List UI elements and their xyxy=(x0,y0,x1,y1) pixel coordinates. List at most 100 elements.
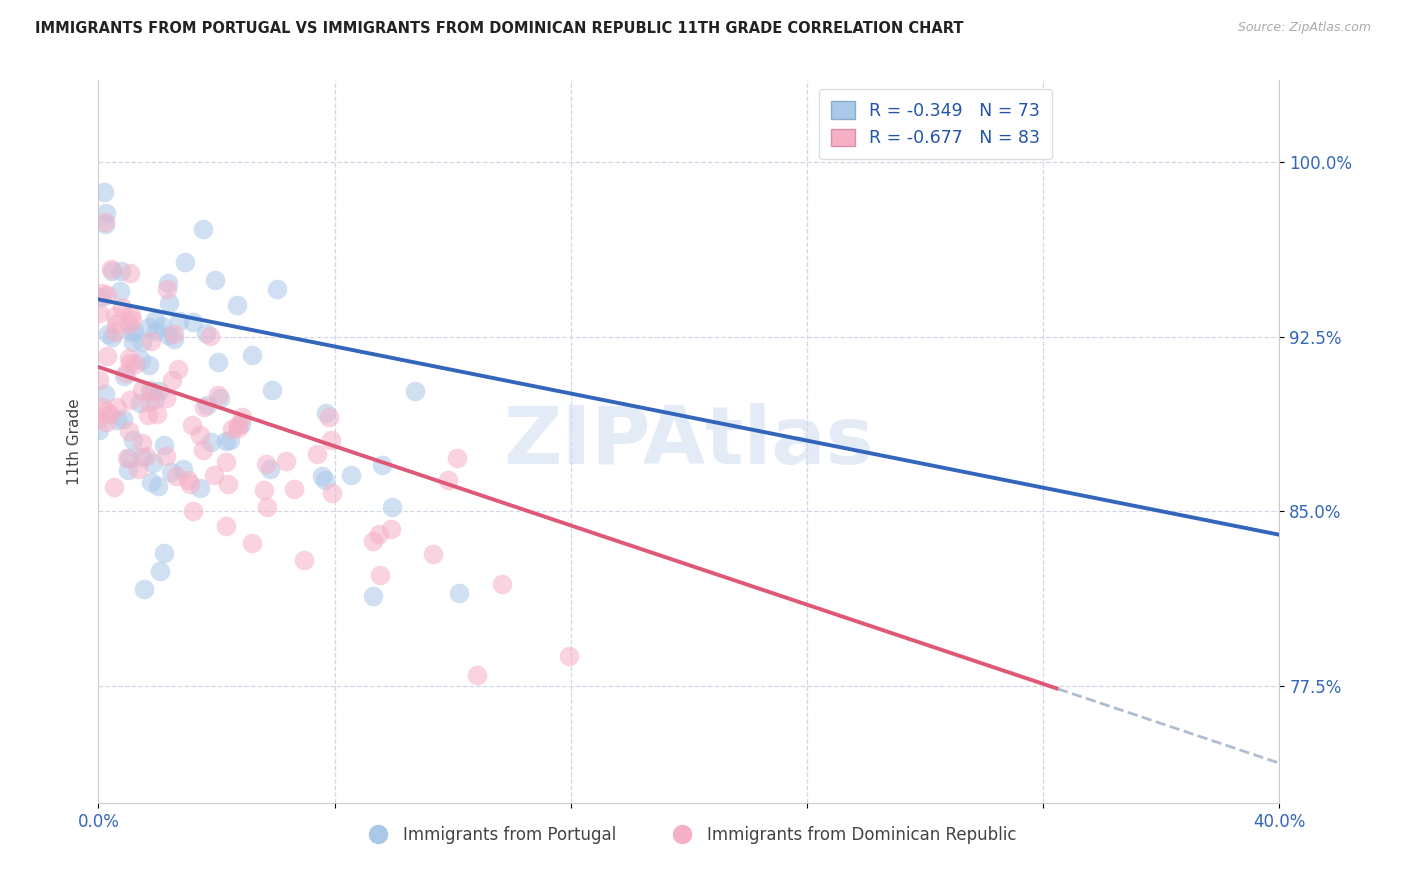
Point xyxy=(361,534,384,549)
Point xyxy=(447,585,470,599)
Point xyxy=(240,348,263,362)
Point xyxy=(100,262,122,277)
Point xyxy=(139,383,162,397)
Point xyxy=(262,383,284,397)
Point xyxy=(131,352,153,367)
Point xyxy=(156,282,179,296)
Point xyxy=(292,553,315,567)
Point xyxy=(404,384,426,399)
Point xyxy=(117,462,139,476)
Point xyxy=(253,483,276,497)
Point xyxy=(155,449,177,463)
Point xyxy=(93,186,115,200)
Point xyxy=(242,535,264,549)
Point xyxy=(138,358,160,372)
Point xyxy=(340,468,363,483)
Legend: Immigrants from Portugal, Immigrants from Dominican Republic: Immigrants from Portugal, Immigrants fro… xyxy=(354,820,1024,851)
Point xyxy=(319,433,342,447)
Point xyxy=(142,456,165,470)
Point xyxy=(207,355,229,369)
Point xyxy=(491,577,513,591)
Point xyxy=(176,473,198,487)
Point xyxy=(100,264,122,278)
Point xyxy=(146,479,169,493)
Point xyxy=(118,351,141,366)
Point xyxy=(195,398,218,412)
Point xyxy=(181,504,204,518)
Point xyxy=(188,481,211,495)
Point xyxy=(103,481,125,495)
Point xyxy=(120,392,142,407)
Point xyxy=(105,400,128,414)
Point xyxy=(256,500,278,515)
Point xyxy=(215,455,238,469)
Point xyxy=(381,500,404,514)
Point xyxy=(200,435,222,450)
Point xyxy=(115,366,138,380)
Point xyxy=(162,332,184,346)
Point xyxy=(131,335,153,350)
Point xyxy=(112,412,135,426)
Point xyxy=(131,450,153,465)
Point xyxy=(132,582,155,597)
Point xyxy=(94,215,117,229)
Point xyxy=(436,473,458,487)
Point xyxy=(157,328,180,343)
Point xyxy=(218,434,240,448)
Point xyxy=(110,264,132,278)
Point xyxy=(128,396,150,410)
Point xyxy=(94,387,117,401)
Point xyxy=(124,357,146,371)
Point xyxy=(89,305,111,319)
Point xyxy=(118,266,141,280)
Point xyxy=(231,409,253,424)
Point xyxy=(135,450,157,464)
Point xyxy=(368,567,391,582)
Point xyxy=(105,413,128,427)
Point xyxy=(117,450,139,465)
Point xyxy=(118,356,141,370)
Point xyxy=(96,349,118,363)
Point xyxy=(136,408,159,422)
Point xyxy=(179,476,201,491)
Point xyxy=(361,589,384,603)
Point xyxy=(163,327,186,342)
Point xyxy=(155,391,177,405)
Point xyxy=(157,276,180,290)
Point xyxy=(145,392,167,407)
Point xyxy=(167,362,190,376)
Point xyxy=(145,324,167,338)
Point xyxy=(465,668,488,682)
Point xyxy=(202,468,225,483)
Point xyxy=(139,334,162,349)
Point xyxy=(150,318,173,333)
Y-axis label: 11th Grade: 11th Grade xyxy=(66,398,82,485)
Point xyxy=(138,394,160,409)
Point xyxy=(108,284,131,298)
Point xyxy=(167,314,190,328)
Point xyxy=(127,462,149,476)
Point xyxy=(217,477,239,491)
Point xyxy=(145,407,167,421)
Point xyxy=(183,315,205,329)
Point xyxy=(104,325,127,339)
Point xyxy=(87,423,110,437)
Point xyxy=(91,400,114,414)
Point xyxy=(153,438,176,452)
Point xyxy=(208,391,231,405)
Point xyxy=(266,282,288,296)
Point xyxy=(118,424,141,438)
Point xyxy=(194,326,217,341)
Point xyxy=(370,458,392,473)
Point xyxy=(94,416,117,430)
Point xyxy=(131,436,153,450)
Point xyxy=(314,473,336,487)
Point xyxy=(104,310,127,324)
Point xyxy=(254,457,277,471)
Point xyxy=(165,469,187,483)
Point xyxy=(94,217,117,231)
Point xyxy=(172,462,194,476)
Point xyxy=(97,326,120,341)
Point xyxy=(367,527,389,541)
Point xyxy=(121,313,143,327)
